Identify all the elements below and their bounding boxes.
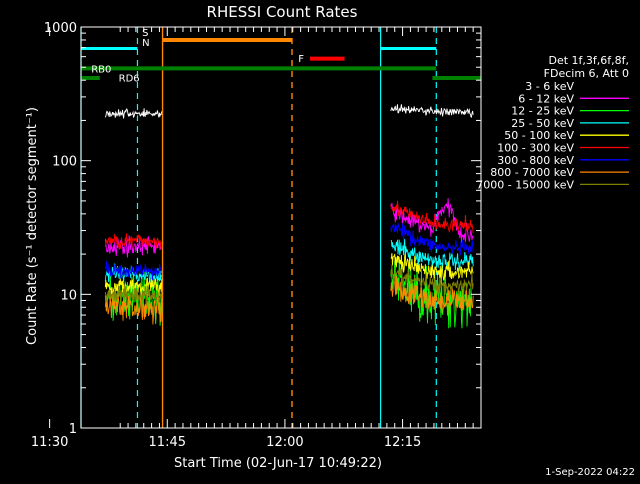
spacer: [82, 105, 84, 108]
legend-header-1: Det 1f,3f,6f,8f,: [548, 54, 629, 67]
series-line-7: [104, 274, 474, 325]
legend-label-4: 50 - 100 keV: [504, 129, 574, 142]
plot-frame: [80, 26, 482, 429]
legend-label-8: 7000 - 15000 keV: [476, 178, 574, 191]
rb0-label: RB0: [91, 65, 111, 76]
legend-label-1: 6 - 12 keV: [518, 92, 574, 105]
legend-label-7: 800 - 7000 keV: [490, 166, 574, 179]
y-tick-label: 1000: [44, 21, 77, 36]
series-line-8: [104, 264, 474, 306]
rd6-label: RD6: [119, 74, 140, 85]
y-tick-label: 100: [52, 155, 77, 170]
footer-timestamp: 1-Sep-2022 04:22: [545, 467, 635, 478]
legend-label-5: 100 - 300 keV: [497, 142, 574, 155]
series-line-6: [104, 222, 474, 281]
flare-label: F: [298, 54, 304, 65]
series-line-1: [104, 198, 474, 258]
y-tick-label: 1: [69, 422, 77, 437]
saa-label: N: [142, 38, 149, 49]
legend-label-2: 12 - 25 keV: [511, 105, 574, 118]
x-tick-label: 11:30: [31, 435, 68, 450]
legend-label-6: 300 - 800 keV: [497, 154, 574, 167]
series-line-3-6kev-visible: [104, 104, 474, 119]
chart-title: RHESSI Count Rates: [207, 3, 358, 21]
plot-marks: SN F RB0 RD6: [80, 27, 481, 428]
attenuator-state-label: S: [142, 28, 148, 39]
x-tick-label: 12:15: [384, 435, 421, 450]
y-tick-label: 10: [60, 288, 77, 303]
x-axis-label: Start Time (02-Jun-17 10:49:22): [174, 456, 382, 471]
x-tick-label: 12:00: [266, 435, 303, 450]
x-tick-label: 11:45: [149, 435, 186, 450]
legend: Det 1f,3f,6f,8f, FDecim 6, Att 0 3 - 6 k…: [476, 54, 629, 191]
series-line-5: [104, 200, 474, 250]
y-axis-label: Count Rate (s⁻¹ detector segment⁻¹): [25, 107, 40, 345]
legend-label-3: 25 - 50 keV: [511, 117, 574, 130]
legend-label-0: 3 - 6 keV: [525, 80, 574, 93]
legend-header-2: FDecim 6, Att 0: [544, 67, 629, 80]
